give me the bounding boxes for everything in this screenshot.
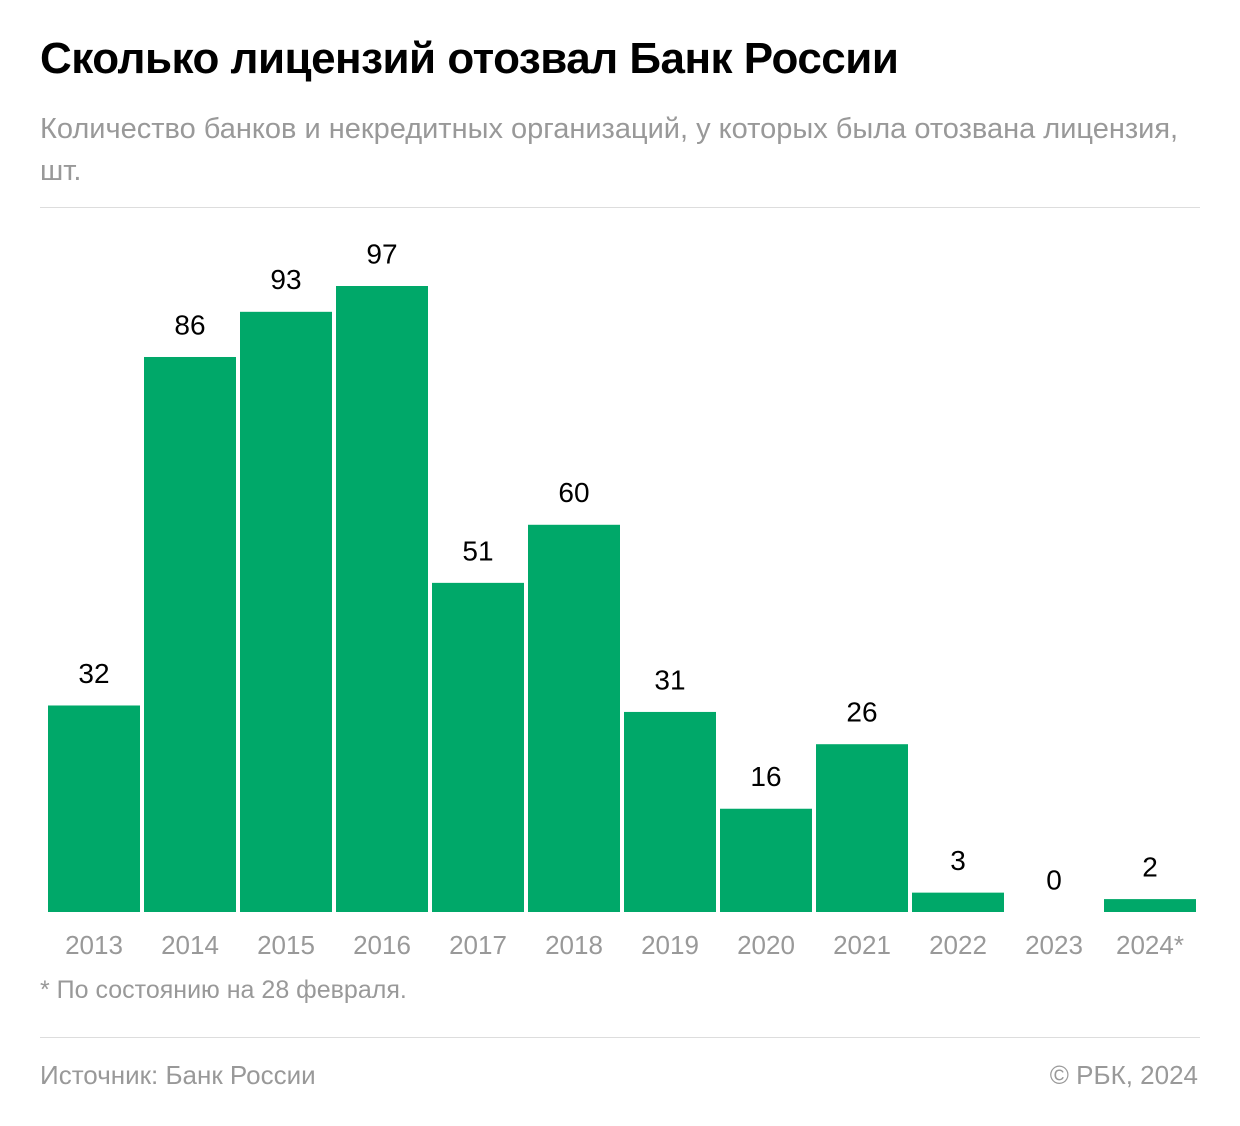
x-tick-label: 2015 <box>257 930 315 960</box>
bar <box>912 892 1004 912</box>
separator <box>40 207 1200 208</box>
chart-title: Сколько лицензий отозвал Банк России <box>40 34 899 83</box>
bar <box>720 808 812 912</box>
bar <box>528 524 620 912</box>
value-label: 32 <box>78 658 109 689</box>
source: Источник: Банк России <box>40 1060 316 1090</box>
x-tick-label: 2018 <box>545 930 603 960</box>
bar <box>144 356 236 912</box>
x-tick-label: 2017 <box>449 930 507 960</box>
copyright: © РБК, 2024 <box>1049 1060 1198 1090</box>
x-tick-label: 2024* <box>1116 930 1184 960</box>
bar <box>816 744 908 912</box>
bar <box>48 705 140 912</box>
value-label: 3 <box>950 845 966 876</box>
value-label: 97 <box>366 238 397 269</box>
x-tick-label: 2023 <box>1025 930 1083 960</box>
bar <box>432 582 524 912</box>
x-tick-label: 2016 <box>353 930 411 960</box>
x-tick-label: 2020 <box>737 930 795 960</box>
x-tick-label: 2021 <box>833 930 891 960</box>
bar <box>336 286 428 912</box>
value-label: 93 <box>270 264 301 295</box>
x-tick-label: 2022 <box>929 930 987 960</box>
value-label: 86 <box>174 309 205 340</box>
bar <box>624 711 716 912</box>
bar <box>1104 899 1196 912</box>
value-label: 51 <box>462 535 493 566</box>
x-tick-label: 2013 <box>65 930 123 960</box>
chart-subtitle: Количество банков и некредитных организа… <box>40 113 1179 187</box>
value-label: 2 <box>1142 851 1158 882</box>
bar <box>240 311 332 912</box>
x-tick-label: 2014 <box>161 930 219 960</box>
separator <box>40 1037 1200 1038</box>
value-label: 16 <box>750 761 781 792</box>
value-label: 31 <box>654 664 685 695</box>
x-tick-label: 2019 <box>641 930 699 960</box>
value-label: 26 <box>846 697 877 728</box>
value-label: 60 <box>558 477 589 508</box>
footnote: * По состоянию на 28 февраля. <box>40 976 407 1004</box>
value-label: 0 <box>1046 864 1062 895</box>
